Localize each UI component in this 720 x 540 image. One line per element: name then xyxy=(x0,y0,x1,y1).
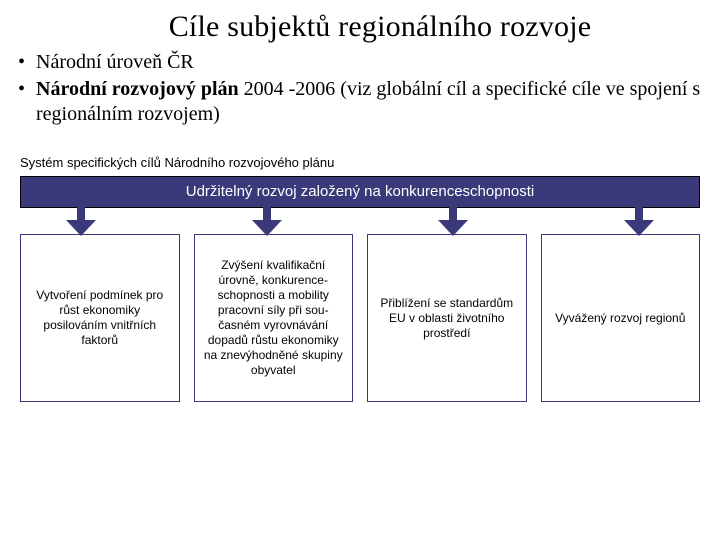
goal-text: Přiblížení se standardům EU v oblasti ži… xyxy=(374,296,520,341)
bullet-list: Národní úroveň ČR Národní rozvojový plán… xyxy=(14,50,706,127)
bullet-item: Národní úroveň ČR xyxy=(14,50,706,75)
goal-text: Vyvážený rozvoj regionů xyxy=(555,311,685,326)
goal-box: Zvýšení kvalifikační úrovně, konkurence-… xyxy=(194,234,354,402)
goal-box: Vytvoření podmínek pro růst ekonomiky po… xyxy=(20,234,180,402)
diagram-caption: Systém specifických cílů Národního rozvo… xyxy=(20,155,700,170)
bullet-bold: Národní rozvojový plán xyxy=(36,78,239,100)
goal-box: Vyvážený rozvoj regionů xyxy=(541,234,701,402)
down-arrow-icon xyxy=(66,206,96,236)
arrows-row xyxy=(20,207,700,236)
bullet-item: Národní rozvojový plán 2004 -2006 (viz g… xyxy=(14,77,706,127)
page-title: Cíle subjektů regionálního rozvoje xyxy=(54,10,706,44)
slide: Cíle subjektů regionálního rozvoje Národ… xyxy=(0,0,720,540)
goal-text: Zvýšení kvalifikační úrovně, konkurence-… xyxy=(201,258,347,378)
down-arrow-icon xyxy=(252,206,282,236)
goal-box: Přiblížení se standardům EU v oblasti ži… xyxy=(367,234,527,402)
diagram: Systém specifických cílů Národního rozvo… xyxy=(20,155,700,402)
diagram-header: Udržitelný rozvoj založený na konkurence… xyxy=(20,176,700,208)
bullet-text: Národní úroveň ČR xyxy=(36,51,194,73)
down-arrow-icon xyxy=(438,206,468,236)
boxes-row: Vytvoření podmínek pro růst ekonomiky po… xyxy=(20,234,700,402)
goal-text: Vytvoření podmínek pro růst ekonomiky po… xyxy=(27,288,173,348)
down-arrow-icon xyxy=(624,206,654,236)
